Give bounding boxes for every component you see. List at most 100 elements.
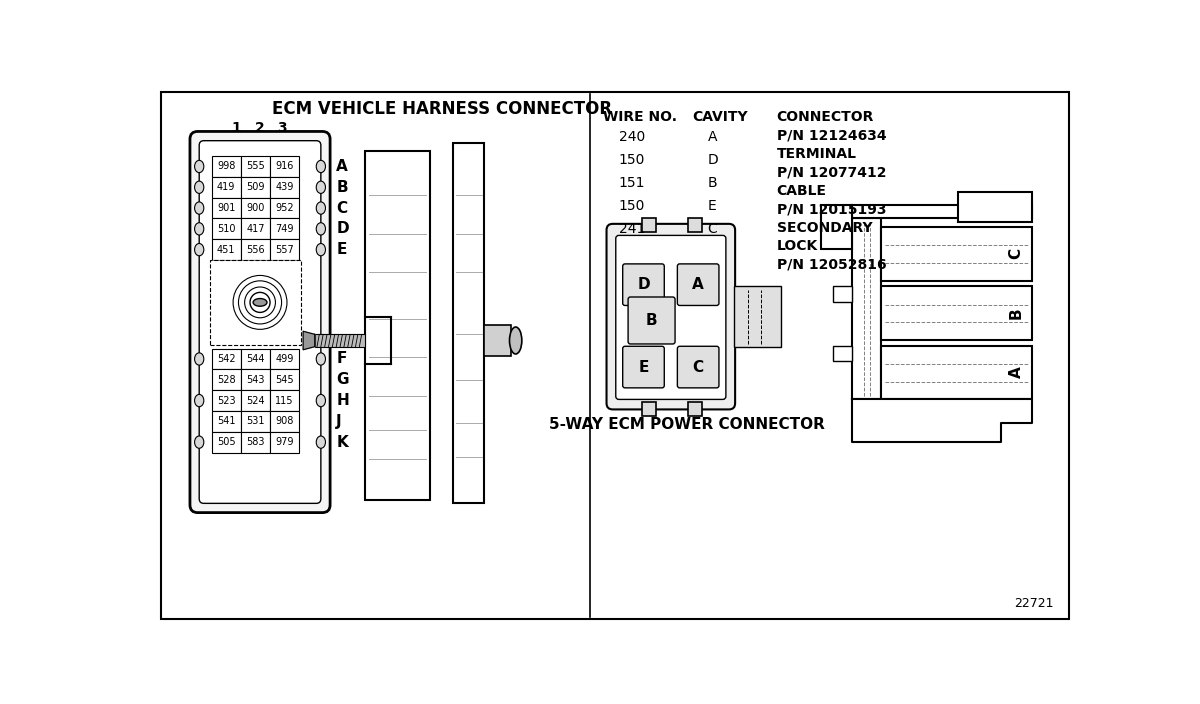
Text: P/N 12052816: P/N 12052816 — [776, 258, 887, 272]
Bar — [882, 287, 1032, 340]
Bar — [211, 432, 241, 453]
Text: 542: 542 — [217, 354, 235, 364]
Bar — [270, 390, 299, 411]
FancyBboxPatch shape — [623, 264, 665, 306]
Text: 5-WAY ECM POWER CONNECTOR: 5-WAY ECM POWER CONNECTOR — [548, 417, 824, 432]
Text: E: E — [638, 360, 649, 375]
Text: D: D — [336, 221, 349, 237]
Bar — [241, 370, 270, 390]
Text: 557: 557 — [275, 245, 294, 255]
Text: 505: 505 — [217, 437, 235, 447]
Bar — [642, 403, 656, 416]
Ellipse shape — [253, 298, 266, 306]
Text: ECM VEHICLE HARNESS CONNECTOR: ECM VEHICLE HARNESS CONNECTOR — [272, 100, 612, 118]
Circle shape — [250, 292, 270, 313]
Ellipse shape — [194, 436, 204, 448]
Text: 555: 555 — [246, 161, 265, 172]
Bar — [734, 286, 780, 348]
Ellipse shape — [317, 244, 325, 256]
Ellipse shape — [194, 244, 204, 256]
Bar — [270, 411, 299, 432]
Text: TERMINAL: TERMINAL — [776, 146, 857, 161]
Bar — [241, 177, 270, 198]
Text: 115: 115 — [276, 396, 294, 406]
Ellipse shape — [194, 222, 204, 235]
Text: P/N 12015193: P/N 12015193 — [776, 202, 886, 216]
FancyBboxPatch shape — [190, 132, 330, 513]
Ellipse shape — [317, 202, 325, 214]
Text: E: E — [708, 199, 716, 213]
Text: G: G — [336, 372, 349, 387]
Bar — [365, 151, 431, 500]
Text: H: H — [336, 393, 349, 408]
FancyBboxPatch shape — [623, 346, 665, 388]
Text: P/N 12077412: P/N 12077412 — [776, 165, 886, 180]
Bar — [833, 346, 852, 361]
Bar — [314, 334, 365, 346]
Ellipse shape — [194, 181, 204, 194]
Bar — [688, 218, 702, 232]
Text: CAVITY: CAVITY — [692, 110, 748, 124]
Text: 544: 544 — [246, 354, 265, 364]
Bar — [270, 218, 299, 239]
Bar — [241, 218, 270, 239]
Text: C: C — [692, 360, 703, 375]
Ellipse shape — [317, 394, 325, 407]
Bar — [211, 390, 241, 411]
Text: K: K — [336, 434, 348, 450]
Bar — [270, 370, 299, 390]
Text: CABLE: CABLE — [776, 184, 827, 198]
Bar — [241, 390, 270, 411]
Text: 150: 150 — [619, 199, 646, 213]
Bar — [454, 143, 484, 503]
Bar — [211, 198, 241, 218]
Text: D: D — [708, 153, 718, 167]
Bar — [211, 348, 241, 370]
Bar — [882, 346, 1032, 399]
Polygon shape — [852, 399, 1032, 442]
Ellipse shape — [194, 161, 204, 172]
Text: B: B — [708, 176, 718, 190]
Text: A: A — [336, 159, 348, 174]
Text: 451: 451 — [217, 245, 235, 255]
Text: 523: 523 — [217, 396, 235, 406]
Text: B: B — [646, 313, 658, 328]
Bar — [833, 287, 852, 301]
Bar — [211, 239, 241, 260]
Bar — [959, 191, 1032, 222]
Bar — [270, 177, 299, 198]
Bar — [241, 348, 270, 370]
Ellipse shape — [194, 202, 204, 214]
Text: 901: 901 — [217, 203, 235, 213]
Text: 510: 510 — [217, 224, 235, 234]
Bar — [211, 156, 241, 177]
FancyBboxPatch shape — [628, 297, 676, 344]
Text: 528: 528 — [217, 375, 235, 385]
Ellipse shape — [317, 181, 325, 194]
Text: 524: 524 — [246, 396, 265, 406]
Text: 3: 3 — [277, 120, 287, 134]
Text: 749: 749 — [276, 224, 294, 234]
Bar — [852, 218, 882, 399]
Bar — [882, 227, 1032, 281]
Bar — [270, 432, 299, 453]
Bar — [821, 205, 852, 249]
Text: 1: 1 — [232, 120, 241, 134]
Ellipse shape — [317, 353, 325, 365]
Text: 908: 908 — [276, 416, 294, 427]
Bar — [270, 198, 299, 218]
Text: 150: 150 — [619, 153, 646, 167]
Text: C: C — [336, 201, 347, 215]
Text: 998: 998 — [217, 161, 235, 172]
Text: 499: 499 — [276, 354, 294, 364]
Text: 151: 151 — [619, 176, 646, 190]
Text: C: C — [708, 222, 718, 237]
Bar — [210, 260, 301, 345]
Bar — [241, 198, 270, 218]
Text: A: A — [708, 130, 716, 144]
Bar — [211, 411, 241, 432]
FancyBboxPatch shape — [677, 346, 719, 388]
Text: J: J — [336, 414, 342, 429]
Text: C: C — [1009, 249, 1024, 260]
Ellipse shape — [317, 222, 325, 235]
